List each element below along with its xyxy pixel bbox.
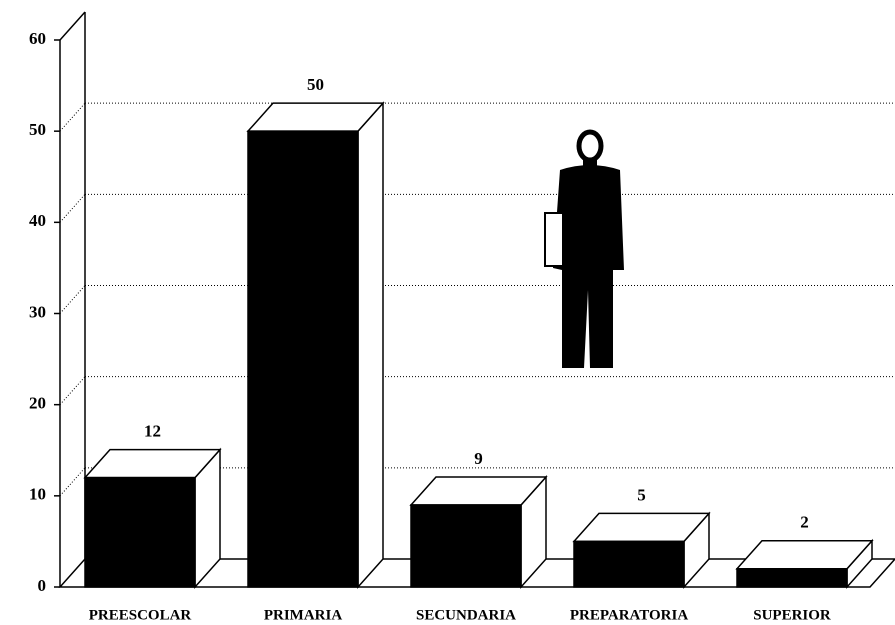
grid-connector bbox=[60, 468, 85, 496]
y-tick-label: 40 bbox=[29, 211, 46, 230]
value-label: 50 bbox=[307, 75, 324, 94]
bar bbox=[737, 541, 872, 587]
x-tick-label: SUPERIOR bbox=[753, 607, 831, 623]
y-tick-label: 10 bbox=[29, 485, 46, 504]
value-label: 9 bbox=[474, 449, 483, 468]
grid-connector bbox=[60, 286, 85, 314]
bar-top bbox=[574, 513, 709, 541]
bar-top bbox=[248, 103, 383, 131]
bar-side bbox=[358, 103, 383, 587]
value-label: 2 bbox=[800, 513, 809, 532]
grid-connector bbox=[60, 194, 85, 222]
value-label: 12 bbox=[144, 422, 161, 441]
x-tick-label: PRIMARIA bbox=[264, 607, 342, 623]
bar-top bbox=[737, 541, 872, 569]
bar-front bbox=[574, 541, 684, 587]
person-icon bbox=[545, 132, 624, 368]
y-tick-label: 60 bbox=[29, 29, 46, 48]
bar bbox=[85, 450, 220, 587]
y-tick-label: 20 bbox=[29, 394, 46, 413]
x-tick-label: SECUNDARIA bbox=[416, 607, 516, 623]
value-label: 5 bbox=[637, 485, 646, 504]
bar-front bbox=[85, 478, 195, 587]
x-tick-label: PREESCOLAR bbox=[89, 607, 192, 623]
bar bbox=[248, 103, 383, 587]
y-tick-label: 0 bbox=[38, 576, 47, 595]
grid-connector bbox=[60, 377, 85, 405]
bar bbox=[411, 477, 546, 587]
bar bbox=[574, 513, 709, 587]
bar-top bbox=[411, 477, 546, 505]
chart: 0 10 20 30 40 50 60 PREESCOLAR 12 PRIMARIA 50 SECUN… bbox=[0, 0, 895, 625]
bar-front bbox=[737, 569, 847, 587]
y-tick-label: 30 bbox=[29, 302, 46, 321]
y-tick-label: 50 bbox=[29, 120, 46, 139]
x-tick-label: PREPARATORIA bbox=[570, 607, 689, 623]
axis-top bbox=[60, 12, 85, 40]
grid-connector bbox=[60, 103, 85, 131]
bar-front bbox=[248, 131, 358, 587]
bar-top bbox=[85, 450, 220, 478]
bar-front bbox=[411, 505, 521, 587]
